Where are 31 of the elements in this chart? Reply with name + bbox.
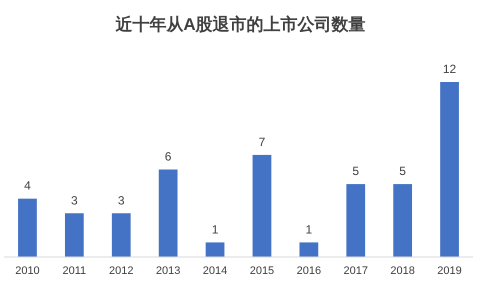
x-tick-label: 2010 — [15, 265, 40, 277]
x-tick-label: 2012 — [109, 265, 134, 277]
bar — [252, 154, 272, 257]
data-label: 5 — [399, 164, 406, 178]
bar — [346, 184, 366, 257]
data-label: 5 — [352, 164, 360, 178]
data-label: 12 — [442, 62, 457, 76]
chart-title: 近十年从A股退市的上市公司数量 — [114, 15, 366, 34]
x-tick-label: 2017 — [344, 265, 368, 277]
bar — [206, 242, 224, 257]
data-label: 6 — [164, 150, 172, 164]
bar — [112, 213, 131, 257]
data-label: 7 — [258, 134, 266, 149]
x-tick-label: 2014 — [202, 265, 228, 277]
bar — [440, 82, 459, 257]
data-label: 3 — [71, 193, 78, 208]
bar — [393, 184, 412, 257]
bar — [158, 170, 178, 257]
x-tick-label: 2015 — [250, 265, 274, 277]
data-label: 3 — [118, 193, 125, 208]
x-tick-label: 2011 — [62, 265, 86, 277]
bar — [64, 213, 84, 257]
data-label: 4 — [24, 178, 32, 193]
bar — [299, 242, 318, 257]
x-tick-label: 2013 — [156, 265, 180, 277]
bar — [18, 198, 37, 257]
x-tick-label: 2016 — [296, 265, 322, 277]
data-label: 1 — [212, 222, 219, 236]
x-tick-label: 2018 — [390, 265, 415, 277]
x-tick-label: 2019 — [437, 265, 462, 277]
data-label: 1 — [306, 222, 313, 236]
